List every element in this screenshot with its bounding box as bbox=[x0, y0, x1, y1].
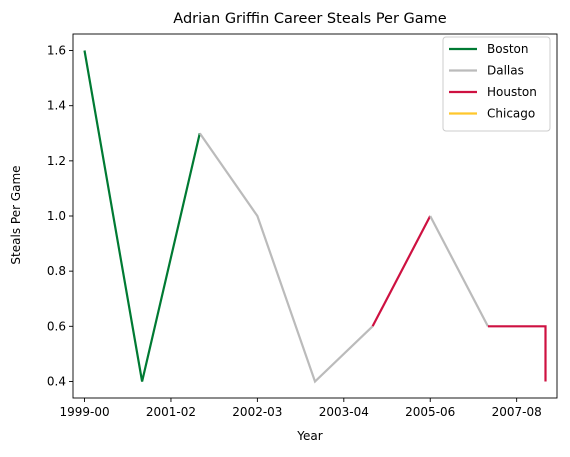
series-line-boston-0 bbox=[85, 51, 200, 382]
y-tick-label: 1.0 bbox=[47, 209, 66, 223]
legend-label-houston: Houston bbox=[487, 85, 537, 99]
legend: Boston Dallas Houston Chicago bbox=[443, 37, 550, 131]
x-tick-label: 2005-06 bbox=[405, 405, 455, 419]
legend-label-boston: Boston bbox=[487, 42, 528, 56]
y-tick-label: 0.8 bbox=[47, 264, 66, 278]
x-tick-label: 2003-04 bbox=[319, 405, 369, 419]
x-tick-label: 2001-02 bbox=[146, 405, 196, 419]
plot-area: 1999-00 2001-02 2002-03 2003-04 2005-06 2007-… bbox=[47, 34, 557, 419]
x-axis-label: Year bbox=[296, 429, 322, 443]
y-tick-label: 1.6 bbox=[47, 44, 66, 58]
series-line-dallas-1 bbox=[200, 133, 373, 381]
y-tick-label: 0.6 bbox=[47, 319, 66, 333]
y-axis-label: Steals Per Game bbox=[9, 165, 23, 264]
series-line-houston-4 bbox=[488, 326, 546, 381]
y-tick-label: 1.4 bbox=[47, 99, 66, 113]
legend-label-chicago: Chicago bbox=[487, 107, 535, 121]
series-line-houston-2 bbox=[373, 216, 431, 326]
x-tick-label: 1999-00 bbox=[59, 405, 109, 419]
x-tick-label: 2007-08 bbox=[492, 405, 542, 419]
legend-label-dallas: Dallas bbox=[487, 64, 524, 78]
series-line-dallas-3 bbox=[430, 216, 488, 326]
chart-title: Adrian Griffin Career Steals Per Game bbox=[173, 11, 447, 27]
y-tick-label: 0.4 bbox=[47, 374, 66, 388]
x-tick-label: 2002-03 bbox=[232, 405, 282, 419]
y-tick-label: 1.2 bbox=[47, 154, 66, 168]
